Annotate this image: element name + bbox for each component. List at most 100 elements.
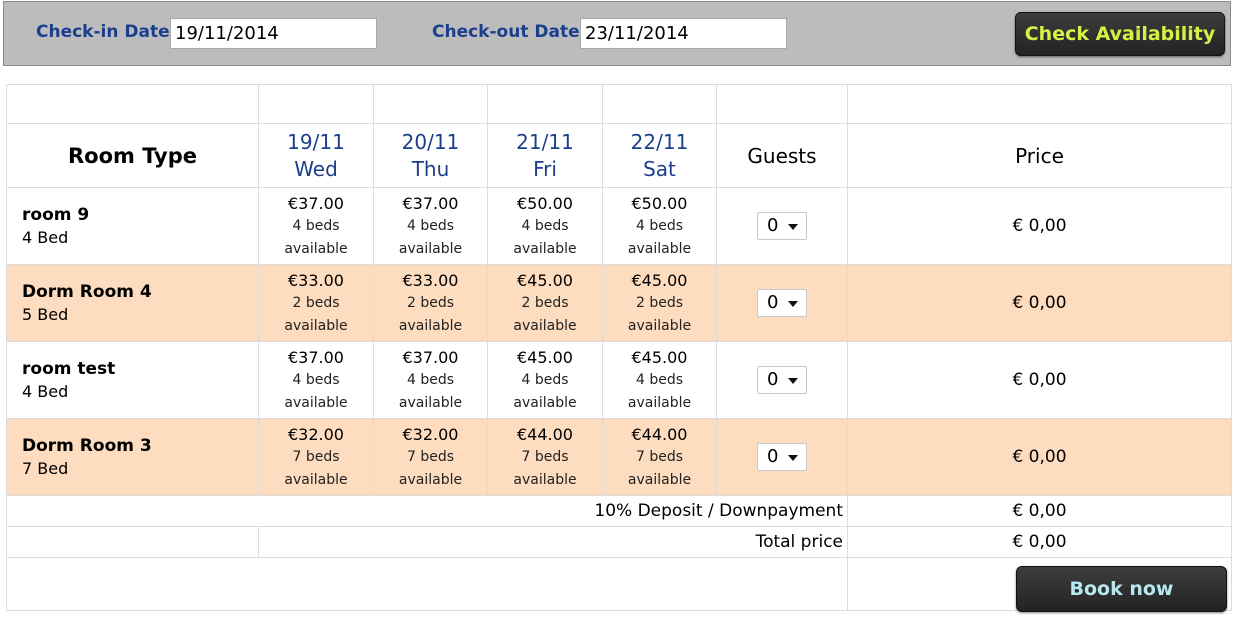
room-beds: 5 Bed [22, 304, 69, 324]
chevron-down-icon [788, 378, 798, 384]
night-price: €50.00 [517, 193, 573, 213]
night-status: available [284, 317, 348, 334]
room-name: room 9 [22, 204, 90, 225]
table-row: room test 4 Bed €37.00 4 beds available €37… [6, 341, 1232, 419]
room-price: € 0,00 [847, 341, 1232, 419]
night-cell: €37.00 4 beds available [373, 187, 488, 265]
night-price: €33.00 [402, 270, 459, 290]
guests-cell: 0 [716, 418, 848, 496]
chevron-down-icon [788, 455, 798, 461]
checkout-date-input[interactable]: 23/11/2014 [580, 18, 787, 49]
day-header: 19/11 Wed [258, 123, 374, 188]
night-cell: €45.00 2 beds available [487, 264, 603, 342]
day-header: 22/11 Sat [602, 123, 717, 188]
night-status: available [284, 240, 348, 257]
night-status: available [513, 240, 577, 257]
night-price: €32.00 [402, 424, 459, 444]
search-bar: Check-in Date 19/11/2014 Check-out Date … [3, 1, 1231, 66]
total-label: Total price [258, 526, 848, 558]
night-price: €45.00 [517, 270, 573, 290]
day-weekday: Wed [294, 156, 338, 181]
day-header: 20/11 Thu [373, 123, 488, 188]
night-beds: 2 beds [635, 294, 684, 311]
night-cell: €45.00 4 beds available [487, 341, 603, 419]
night-status: available [627, 471, 692, 488]
guests-value: 0 [767, 292, 779, 313]
night-price: €44.00 [631, 424, 688, 444]
night-beds: 7 beds [292, 448, 340, 465]
night-beds: 4 beds [406, 217, 455, 234]
guests-value: 0 [767, 369, 779, 390]
night-beds: 4 beds [521, 217, 569, 234]
night-beds: 2 beds [292, 294, 340, 311]
guests-header: Guests [716, 123, 848, 188]
day-weekday: Fri [533, 156, 557, 181]
day-date: 21/11 [516, 129, 574, 154]
night-price: €45.00 [631, 270, 688, 290]
guests-cell: 0 [716, 264, 848, 342]
chevron-down-icon [788, 301, 798, 307]
night-cell: €45.00 4 beds available [602, 341, 717, 419]
guests-select[interactable]: 0 [757, 289, 807, 317]
room-price: € 0,00 [847, 264, 1232, 342]
night-price: €45.00 [517, 347, 573, 367]
room-name: Dorm Room 4 [22, 281, 152, 302]
guests-select[interactable]: 0 [757, 212, 807, 240]
night-beds: 7 beds [406, 448, 455, 465]
check-availability-button[interactable]: Check Availability [1015, 12, 1225, 56]
night-beds: 4 beds [406, 371, 455, 388]
guests-value: 0 [767, 215, 779, 236]
night-status: available [398, 317, 463, 334]
night-cell: €32.00 7 beds available [258, 418, 374, 496]
guests-value: 0 [767, 446, 779, 467]
availability-table: Room Type 19/11 Wed 20/11 Thu 21/11 Fri 22/… [6, 84, 1232, 611]
night-status: available [513, 394, 577, 411]
day-weekday: Thu [411, 156, 450, 181]
day-weekday: Sat [643, 156, 676, 181]
night-status: available [627, 240, 692, 257]
room-price: € 0,00 [847, 187, 1232, 265]
night-cell: €45.00 2 beds available [602, 264, 717, 342]
guests-select[interactable]: 0 [757, 443, 807, 471]
room-type-header: Room Type [6, 123, 259, 188]
night-price: €45.00 [631, 347, 688, 367]
night-cell: €37.00 4 beds available [373, 341, 488, 419]
book-now-button[interactable]: Book now [1016, 566, 1227, 612]
checkin-date-input[interactable]: 19/11/2014 [170, 18, 377, 49]
night-price: €37.00 [288, 347, 344, 367]
night-beds: 4 beds [635, 371, 684, 388]
night-beds: 7 beds [635, 448, 684, 465]
night-cell: €50.00 4 beds available [487, 187, 603, 265]
night-beds: 2 beds [406, 294, 455, 311]
night-cell: €37.00 4 beds available [258, 187, 374, 265]
night-status: available [284, 471, 348, 488]
night-status: available [513, 471, 577, 488]
day-date: 20/11 [401, 129, 460, 154]
night-cell: €33.00 2 beds available [258, 264, 374, 342]
table-spacer-row [6, 84, 1232, 124]
price-header: Price [847, 123, 1232, 188]
night-status: available [513, 317, 577, 334]
night-beds: 7 beds [521, 448, 569, 465]
guests-cell: 0 [716, 341, 848, 419]
night-status: available [627, 317, 692, 334]
room-price: € 0,00 [847, 418, 1232, 496]
day-date: 22/11 [630, 129, 689, 154]
night-cell: €37.00 4 beds available [258, 341, 374, 419]
deposit-row: 10% Deposit / Downpayment € 0,00 [6, 495, 1232, 527]
night-price: €44.00 [517, 424, 573, 444]
night-beds: 2 beds [521, 294, 569, 311]
deposit-value: € 0,00 [847, 495, 1232, 527]
room-beds: 7 Bed [22, 458, 69, 478]
night-beds: 4 beds [292, 217, 340, 234]
deposit-label: 10% Deposit / Downpayment [6, 495, 848, 527]
checkin-label: Check-in Date [36, 22, 170, 42]
night-price: €37.00 [402, 193, 459, 213]
guests-select[interactable]: 0 [757, 366, 807, 394]
table-header-row: Room Type 19/11 Wed 20/11 Thu 21/11 Fri 22/… [6, 123, 1232, 188]
